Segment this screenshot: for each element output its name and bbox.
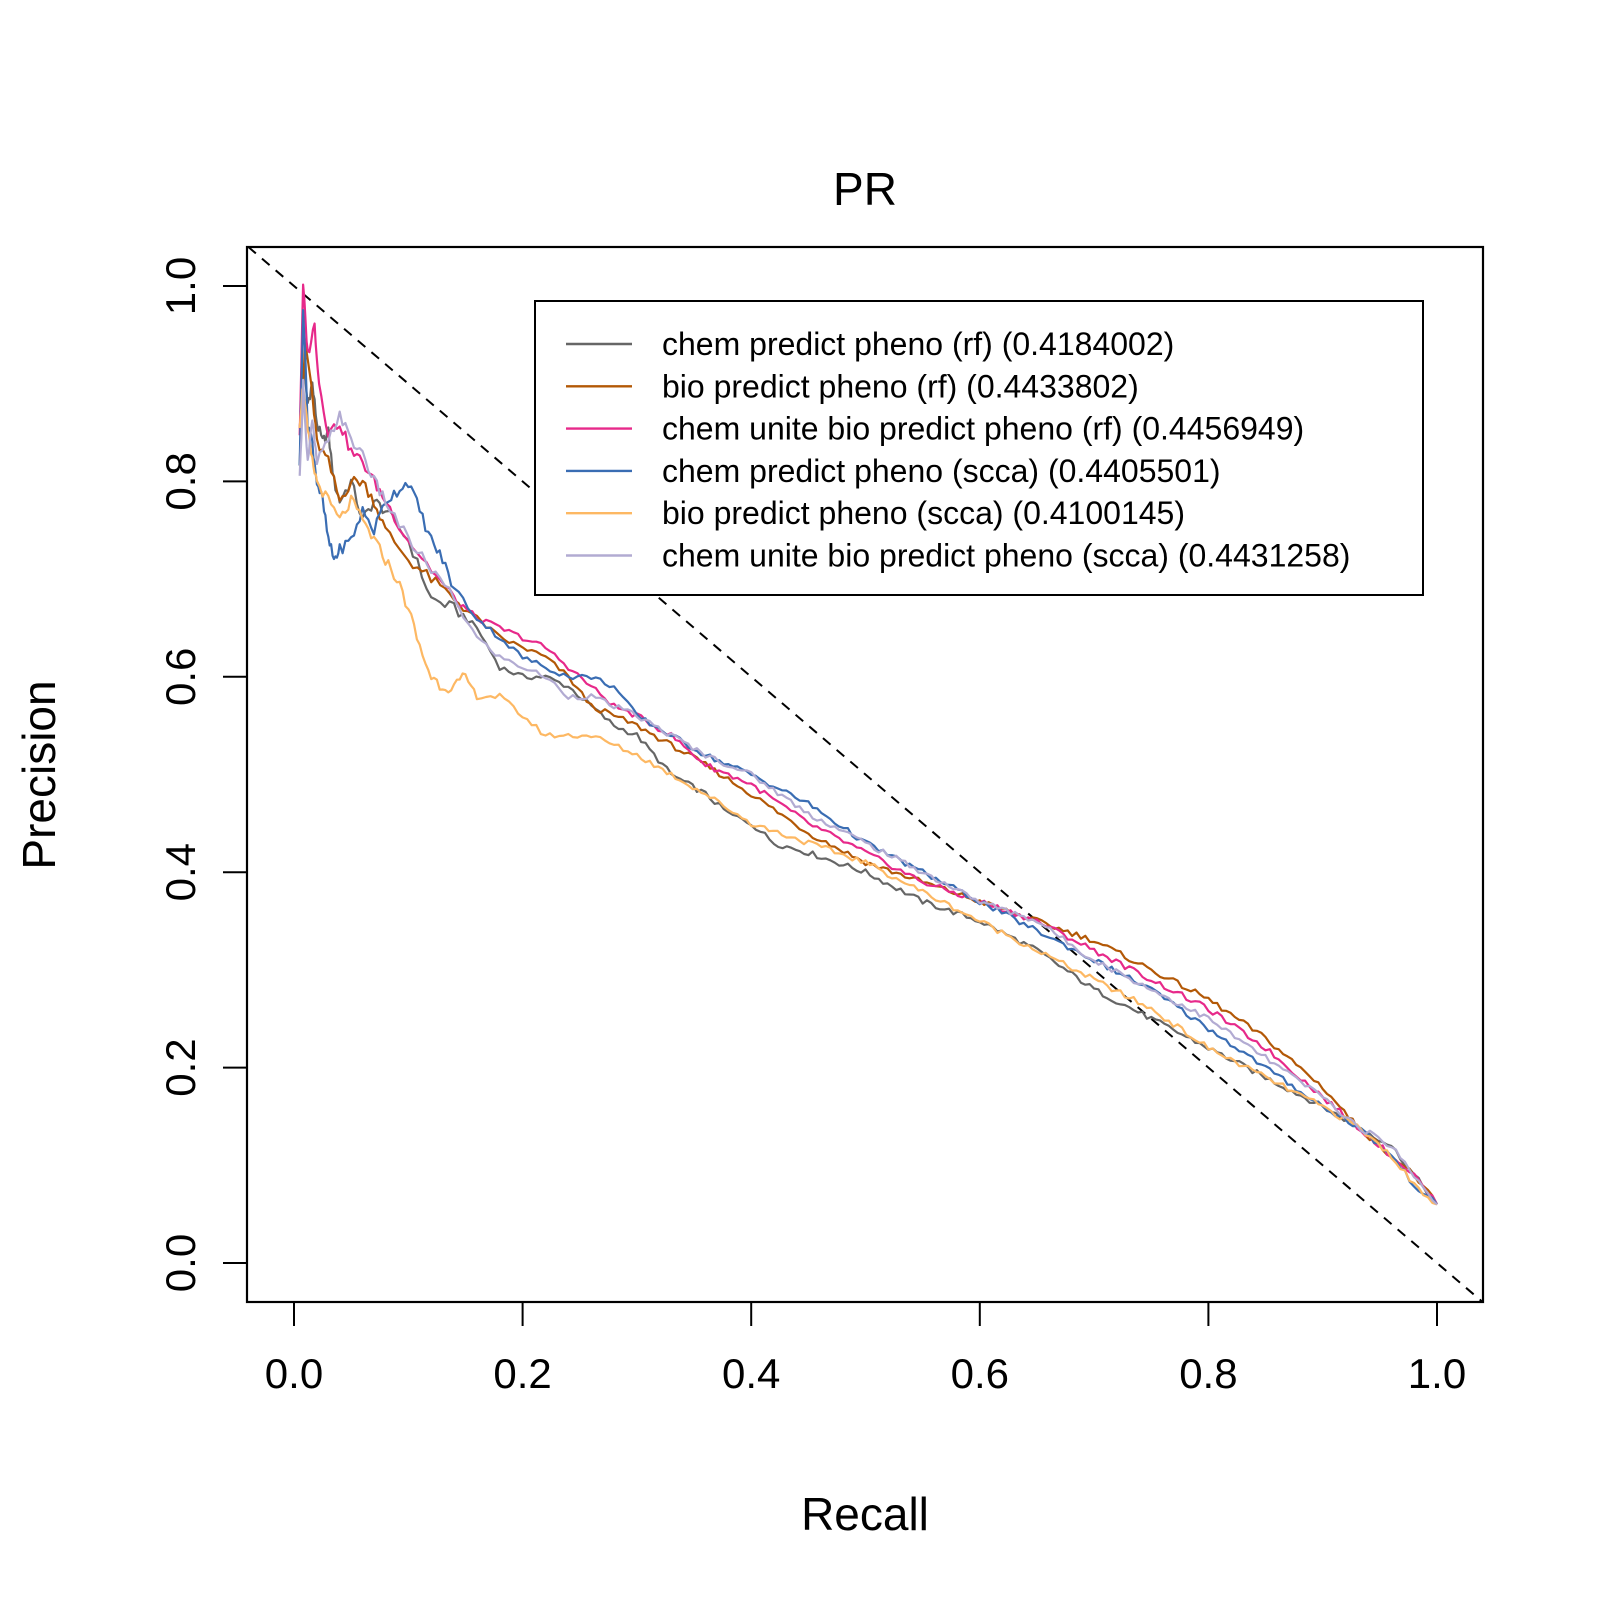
legend-label-5: bio predict pheno (scca) (0.4100145) [662,495,1185,531]
x-tick-label: 0.6 [951,1350,1009,1397]
legend: chem predict pheno (rf) (0.4184002) bio p… [534,300,1424,596]
y-tick-label: 0.0 [157,1234,204,1292]
x-tick-label: 0.2 [493,1350,551,1397]
plot-area [247,247,1483,1302]
y-tick-label: 0.4 [157,843,204,901]
y-axis-label: Precision [13,680,65,869]
y-axis: 0.0 0.2 0.4 0.6 0.8 1.0 [157,257,248,1292]
chart-title: PR [833,163,897,215]
series-line-6 [298,378,1438,1206]
y-tick-label: 1.0 [157,257,204,315]
y-tick-label: 0.6 [157,648,204,706]
x-tick-label: 1.0 [1408,1350,1466,1397]
x-axis-label: Recall [801,1488,929,1540]
legend-label-2: bio predict pheno (rf) (0.4433802) [662,368,1139,404]
legend-label-1: chem predict pheno (rf) (0.4184002) [662,326,1174,362]
series-line-1 [298,365,1438,1206]
series-line-5 [298,386,1438,1206]
legend-label-3: chem unite bio predict pheno (rf) (0.445… [662,411,1304,447]
series-line-2 [298,338,1438,1205]
legend-label-4: chem predict pheno (scca) (0.4405501) [662,453,1221,489]
x-tick-label: 0.8 [1179,1350,1237,1397]
plot-frame [245,245,1485,1304]
legend-label-6: chem unite bio predict pheno (scca) (0.4… [662,538,1350,574]
legend-box [534,300,1424,596]
x-tick-label: 0.4 [722,1350,780,1397]
x-tick-label: 0.0 [265,1350,323,1397]
series-line-4 [298,309,1438,1206]
y-tick-label: 0.2 [157,1038,204,1096]
y-tick-label: 0.8 [157,452,204,510]
reference-diagonal-line [247,247,1483,1302]
